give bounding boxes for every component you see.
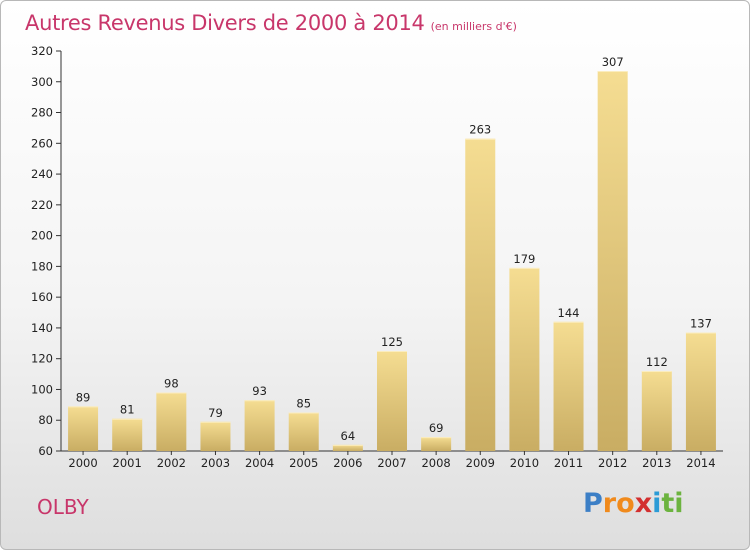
bar	[465, 138, 496, 451]
x-tick-label: 2006	[333, 456, 362, 470]
logo-letter: r	[602, 488, 617, 519]
bar	[68, 406, 99, 451]
x-tick-label: 2001	[113, 456, 142, 470]
bar	[332, 444, 363, 451]
x-tick-label: 2010	[510, 456, 539, 470]
data-label: 98	[164, 377, 179, 391]
data-label: 85	[296, 397, 311, 411]
y-tick-label: 280	[31, 106, 53, 120]
x-tick-label: 2013	[642, 456, 671, 470]
bar	[200, 421, 231, 451]
logo-letter: i	[652, 488, 662, 519]
logo-letter: x	[634, 488, 653, 519]
y-tick-label: 120	[31, 352, 53, 366]
x-tick-label: 2012	[598, 456, 627, 470]
y-tick-label: 100	[31, 382, 53, 396]
data-label: 93	[252, 384, 267, 398]
x-tick-label: 2011	[554, 456, 583, 470]
y-tick-label: 180	[31, 259, 53, 273]
bar	[597, 71, 628, 451]
y-tick-label: 320	[31, 44, 53, 58]
x-tick-label: 2003	[201, 456, 230, 470]
logo-letter: i	[674, 488, 684, 519]
proxiti-logo: Proxiti	[583, 488, 684, 519]
bar	[553, 321, 584, 451]
bar	[244, 400, 275, 451]
data-label: 144	[558, 306, 580, 320]
bar	[641, 371, 672, 451]
logo-letter: P	[583, 488, 603, 519]
x-tick-label: 2008	[421, 456, 450, 470]
x-tick-label: 2014	[686, 456, 715, 470]
y-tick-label: 260	[31, 136, 53, 150]
y-tick-label: 300	[31, 75, 53, 89]
chart-subtitle: (en milliers d'€)	[430, 20, 517, 33]
x-tick-label: 2002	[157, 456, 186, 470]
bar	[288, 412, 319, 451]
x-tick-label: 2005	[289, 456, 318, 470]
data-label: 89	[76, 390, 91, 404]
y-tick-label: 80	[38, 413, 53, 427]
data-label: 263	[469, 123, 491, 137]
x-tick-label: 2004	[245, 456, 274, 470]
bar	[377, 351, 407, 451]
y-tick-label: 240	[31, 167, 53, 181]
title-text: Autres Revenus Divers de 2000 à 2014	[25, 11, 425, 35]
data-label: 125	[381, 335, 403, 349]
bar	[421, 437, 452, 451]
data-label: 137	[690, 317, 712, 331]
data-label: 69	[429, 421, 444, 435]
logo-letter: t	[661, 488, 675, 519]
data-label: 112	[646, 355, 668, 369]
y-tick-label: 220	[31, 198, 53, 212]
y-tick-label: 140	[31, 321, 53, 335]
data-label: 81	[120, 403, 135, 417]
town-name: OLBY	[37, 495, 89, 519]
y-tick-label: 60	[38, 444, 53, 458]
data-label: 64	[341, 429, 356, 443]
bar	[156, 392, 187, 451]
data-label: 307	[602, 55, 624, 69]
bar	[112, 418, 143, 451]
bar	[509, 267, 540, 451]
bar	[685, 332, 716, 451]
logo-letter: o	[616, 488, 635, 519]
x-tick-label: 2009	[466, 456, 495, 470]
chart-title: Autres Revenus Divers de 2000 à 2014 (en …	[25, 11, 517, 35]
data-label: 79	[208, 406, 223, 420]
x-tick-label: 2007	[377, 456, 406, 470]
x-tick-label: 2000	[68, 456, 97, 470]
data-label: 179	[513, 252, 535, 266]
y-tick-label: 160	[31, 290, 53, 304]
y-tick-label: 200	[31, 229, 53, 243]
